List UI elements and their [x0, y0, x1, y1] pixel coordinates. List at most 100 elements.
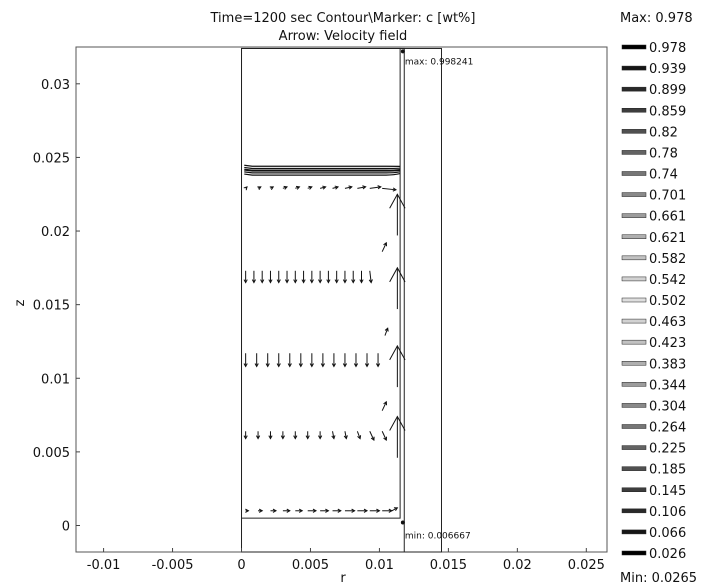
arrow-head [334, 279, 339, 284]
arrow-head [255, 435, 261, 440]
velocity-arrow [298, 353, 303, 368]
velocity-arrow [265, 353, 270, 368]
velocity-arrow [343, 431, 348, 440]
velocity-arrow-large [389, 193, 406, 236]
velocity-arrow [268, 431, 273, 440]
arrow-head [389, 344, 406, 361]
velocity-arrow [318, 431, 323, 440]
arrow-head [389, 415, 406, 431]
colorbar-swatch [621, 529, 647, 535]
colorbar-swatch [621, 466, 647, 471]
arrow-head [257, 186, 262, 191]
arrow-head [384, 327, 389, 332]
arrow-head [377, 185, 382, 190]
velocity-arrow-small [381, 400, 388, 411]
velocity-arrow [326, 270, 331, 284]
velocity-arrow [305, 431, 310, 440]
arrow-head [348, 185, 353, 190]
colorbar-level-label: 0.82 [649, 125, 678, 140]
colorbar-level-label: 0.582 [649, 252, 686, 267]
arrow-head [308, 185, 313, 190]
velocity-arrow [320, 353, 325, 368]
arrow-head [276, 279, 281, 284]
y-axis-label: z [13, 299, 28, 306]
velocity-arrow [270, 508, 278, 513]
velocity-arrow-small [384, 327, 389, 336]
x-tick-label: 0.02 [503, 558, 532, 573]
contour-layer [244, 164, 401, 176]
contour-line [244, 166, 401, 170]
colorbar-swatch [621, 445, 647, 450]
velocity-arrow [257, 186, 262, 191]
arrow-head [272, 508, 278, 513]
colorbar-level-label: 0.542 [649, 273, 686, 288]
colorbar-swatch [621, 550, 647, 556]
velocity-arrow [391, 507, 399, 512]
chart-title-line1: Time=1200 sec Contour\Marker: c [wt%] [210, 11, 476, 26]
arrow-head [293, 435, 298, 440]
velocity-arrow-large [389, 266, 406, 310]
x-tick-label: -0.01 [87, 558, 121, 573]
colorbar-swatch [621, 44, 647, 50]
contour-line [244, 171, 401, 174]
velocity-arrow [307, 185, 313, 190]
min-marker-dot [400, 520, 405, 525]
x-tick-label: 0.01 [365, 558, 394, 573]
arrow-head [322, 185, 327, 190]
y-tick-label: 0.015 [33, 299, 70, 314]
y-tick-label: 0.03 [41, 78, 70, 93]
colorbar-swatch [621, 339, 647, 345]
arrow-head [393, 507, 399, 511]
velocity-arrow [295, 185, 301, 190]
arrow-head [318, 279, 323, 284]
arrow-head [243, 363, 248, 368]
arrow-head [254, 363, 259, 368]
y-tick-label: 0.005 [33, 446, 70, 461]
y-tick-label: 0.01 [41, 372, 70, 387]
arrow-head [243, 279, 248, 284]
colorbar-swatch [621, 86, 647, 92]
velocity-arrow [381, 431, 388, 442]
velocity-arrow [243, 431, 248, 440]
arrow-head [245, 508, 250, 513]
colorbar-swatch [621, 192, 647, 197]
colorbar-level-label: 0.026 [649, 547, 686, 562]
velocity-arrow [368, 270, 373, 284]
velocity-arrow [344, 508, 356, 513]
arrow-head [268, 435, 273, 440]
colorbar-swatch [621, 382, 647, 387]
arrow-head [383, 436, 388, 442]
velocity-arrow [331, 431, 336, 440]
arrow-head [276, 363, 281, 368]
velocity-arrow [319, 185, 327, 190]
colorbar-level-label: 0.463 [649, 315, 686, 330]
colorbar-level-label: 0.225 [649, 442, 686, 457]
velocity-arrow [309, 270, 314, 284]
velocity-arrow [255, 431, 261, 440]
contour-line [244, 173, 401, 176]
colorbar-level-label: 0.304 [649, 399, 686, 414]
colorbar-swatch [621, 129, 647, 134]
arrow-shaft [381, 242, 387, 252]
arrow-shaft [357, 186, 366, 189]
arrow-head [312, 508, 318, 513]
arrow-head [331, 363, 337, 368]
arrow-shaft [332, 431, 335, 439]
colorbar-level-label: 0.502 [649, 294, 686, 309]
velocity-arrow-small [381, 241, 388, 252]
colorbar-swatch [621, 171, 647, 176]
velocity-arrow [364, 353, 370, 368]
x-tick-label: 0.015 [430, 558, 467, 573]
arrow-head [286, 508, 291, 513]
colorbar-swatch [621, 108, 647, 113]
velocity-arrow [375, 353, 381, 368]
colorbar-level-label: 0.661 [649, 210, 686, 225]
arrow-head [283, 185, 288, 190]
velocity-arrow [369, 185, 382, 190]
x-tick-label: -0.005 [152, 558, 194, 573]
arrow-head [343, 435, 348, 440]
velocity-arrow [245, 508, 250, 513]
x-tick-label: 0.025 [568, 558, 605, 573]
arrow-head [295, 185, 301, 190]
